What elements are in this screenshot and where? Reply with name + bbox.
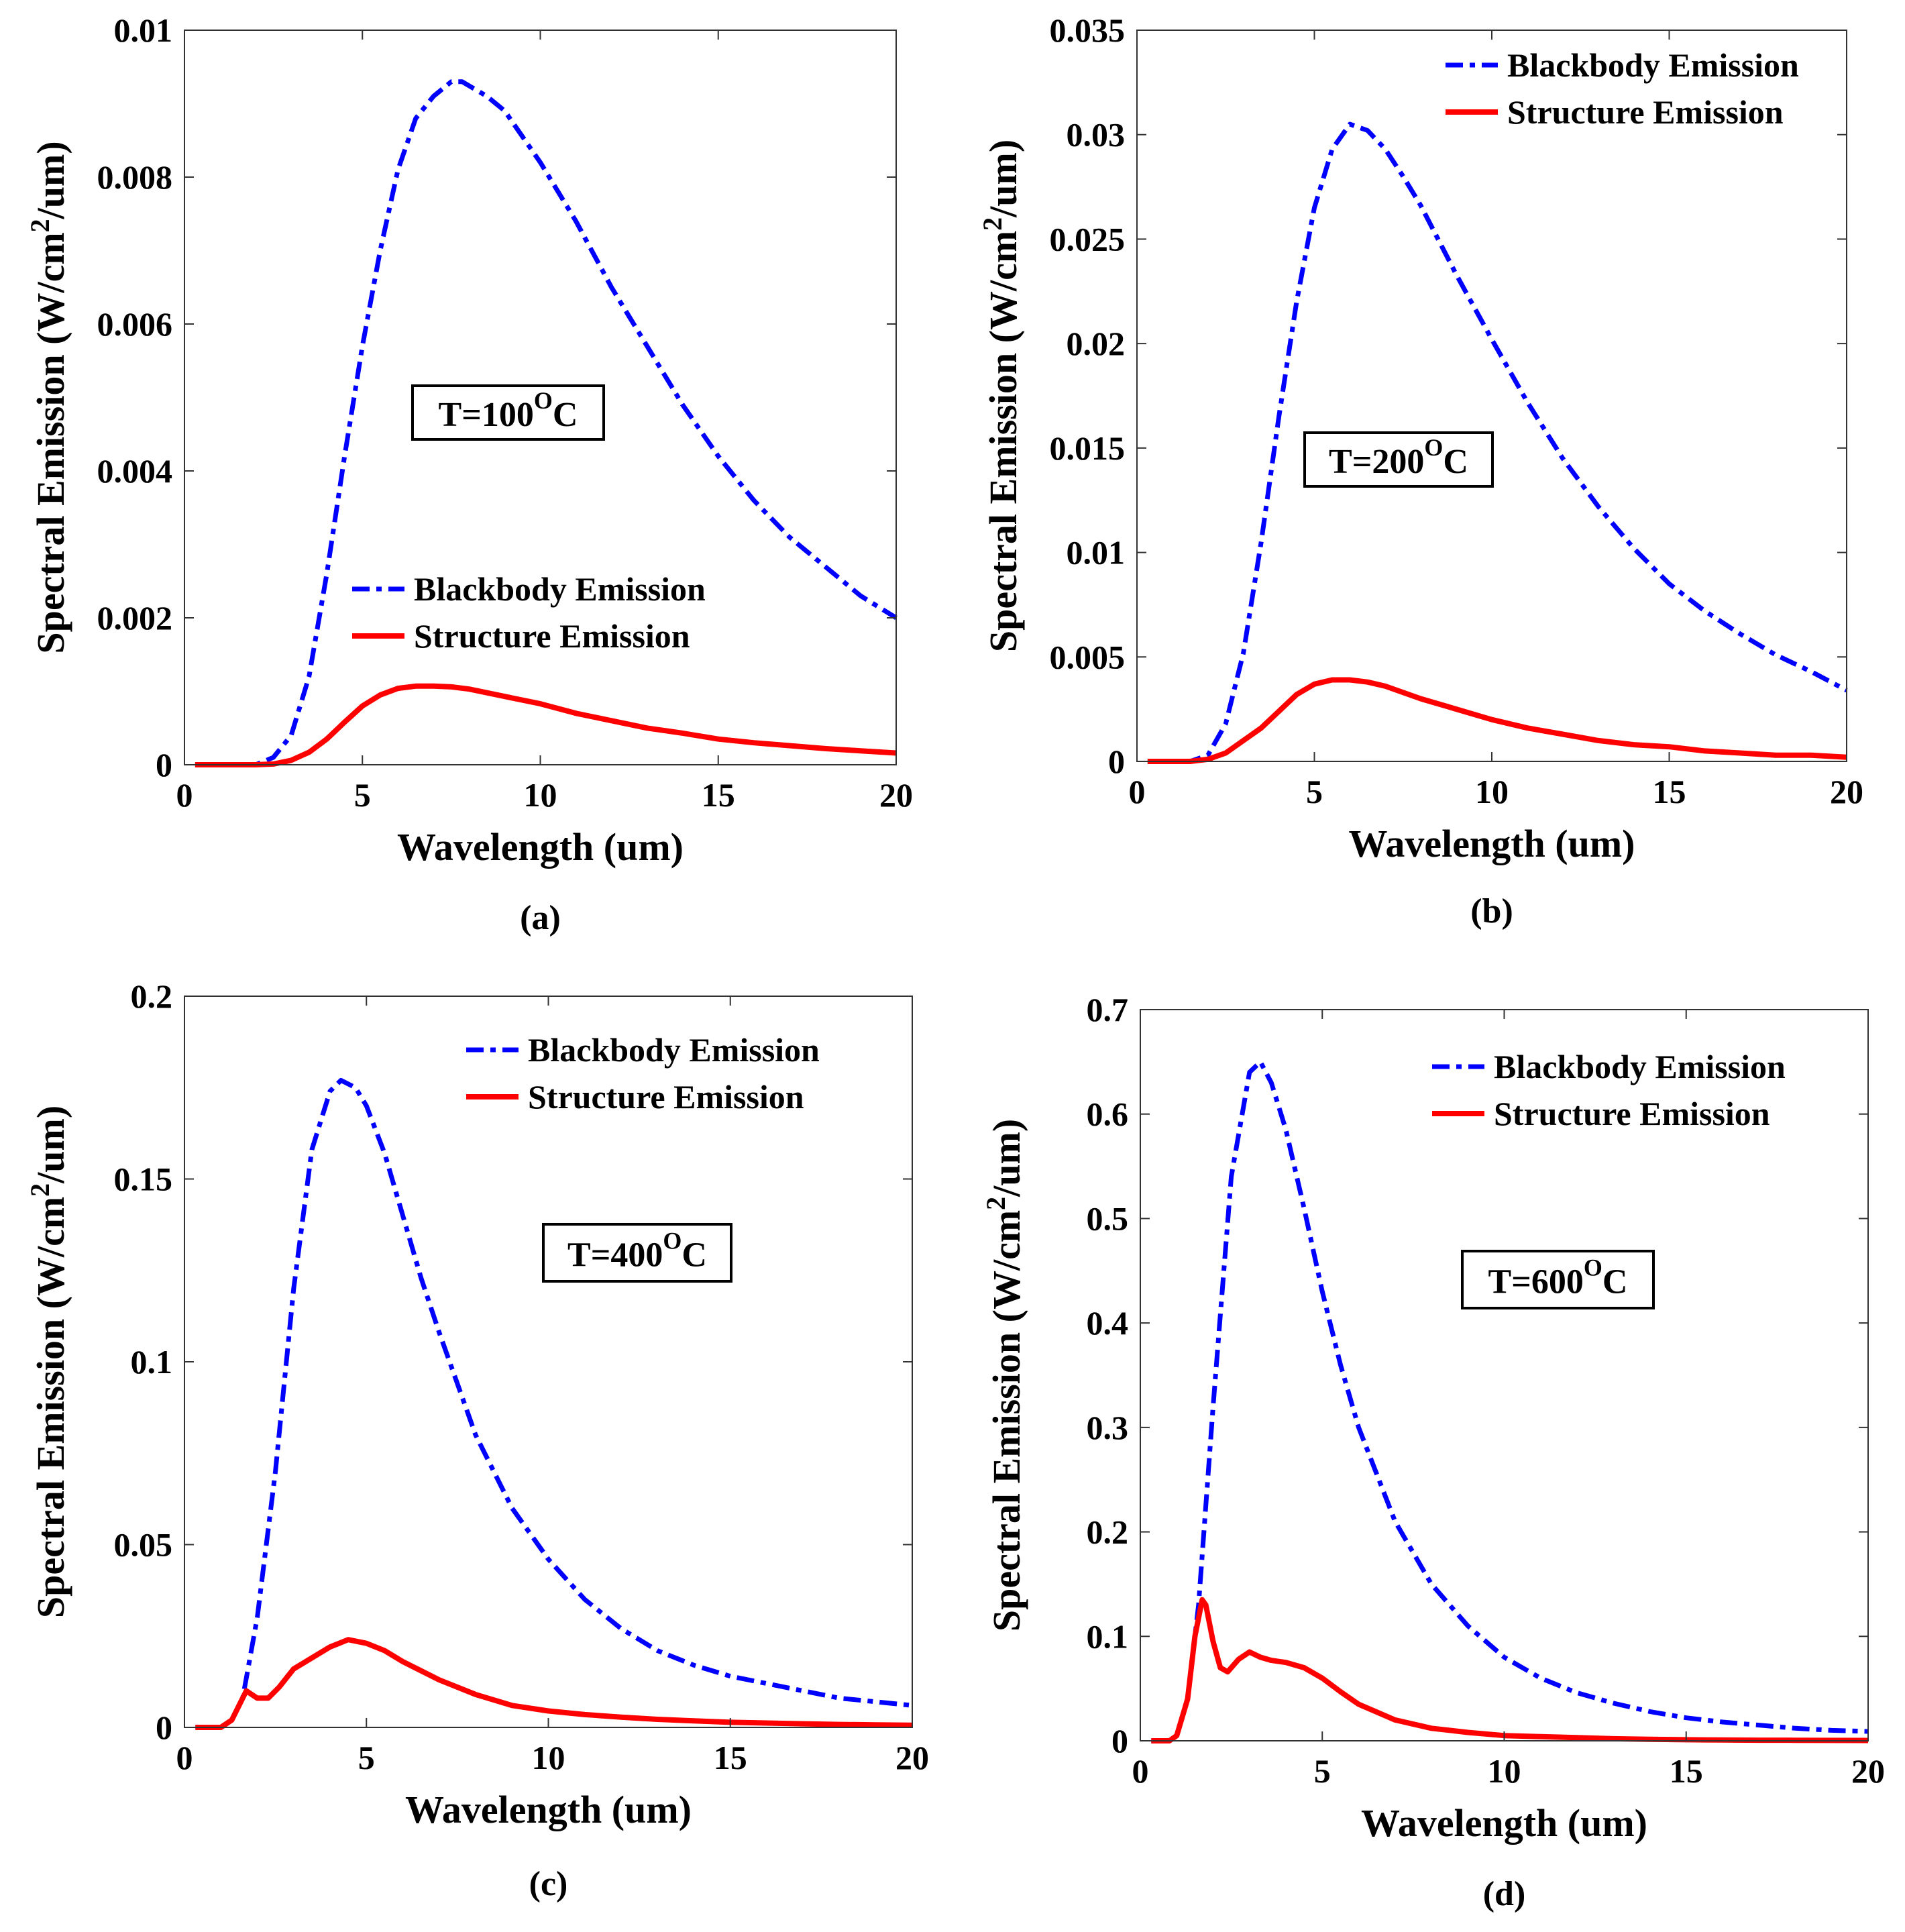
y-tick-label: 0 — [1111, 1722, 1128, 1760]
chart-panel-3: 0 5 10 15 20 0 0.05 0.1 0.15 0.2 Wavelength (um) Sp… — [25, 977, 929, 1903]
panel-label: (d) — [1483, 1875, 1526, 1913]
x-tick-label: 15 — [714, 1739, 747, 1776]
y-tick-label: 0.2 — [1087, 1513, 1129, 1551]
y-tick-label: 0.025 — [1050, 220, 1126, 258]
structure-emission-line — [195, 1637, 913, 1730]
x-tick-label: 5 — [1306, 773, 1323, 810]
blackbody-emission-line — [1147, 121, 1848, 764]
legend-structure-label: Structure Emission — [1494, 1095, 1770, 1132]
y-axis-label: Spectral Emission (W/cm2/um) — [25, 1106, 72, 1618]
temperature-label: T=200OC — [1329, 434, 1468, 481]
x-tick-label: 20 — [1830, 773, 1863, 810]
legend-blackbody-label: Blackbody Emission — [414, 570, 706, 608]
temperature-box — [1461, 1250, 1655, 1309]
legend-blackbody-label: Blackbody Emission — [1507, 46, 1799, 84]
temperature-label: T=600OC — [1488, 1254, 1628, 1301]
x-axis-label: Wavelength (um) — [405, 1788, 692, 1831]
y-axis-label: Spectral Emission (W/cm2/um) — [977, 140, 1025, 652]
y-tick-label: 0.4 — [1087, 1304, 1129, 1342]
legend-structure-label: Structure Emission — [414, 617, 690, 655]
panel-label: (a) — [520, 899, 561, 937]
legend-structure-label: Structure Emission — [1507, 93, 1784, 131]
x-tick-label: 5 — [1314, 1752, 1331, 1790]
temperature-box — [411, 384, 605, 441]
structure-emission-line — [1151, 1597, 1869, 1743]
y-tick-label: 0.02 — [1067, 325, 1126, 362]
chart-panel-2: 0 5 10 15 20 0 0.005 0.01 0.015 0.02 0.025 0.03 0.03… — [977, 11, 1863, 930]
y-tick-label: 0.1 — [1087, 1617, 1129, 1655]
x-tick-label: 20 — [895, 1739, 929, 1776]
y-tick-label: 0.005 — [1050, 638, 1126, 676]
x-tick-label: 5 — [358, 1739, 375, 1776]
y-axis-label: Spectral Emission (W/cm2/um) — [981, 1119, 1028, 1631]
x-tick-label: 0 — [1129, 773, 1146, 810]
y-tick-label: 0.6 — [1087, 1095, 1129, 1133]
temperature-box — [542, 1223, 732, 1283]
legend-blackbody-label: Blackbody Emission — [528, 1031, 820, 1069]
structure-emission-line — [195, 683, 897, 767]
y-tick-label: 0.5 — [1087, 1199, 1129, 1237]
y-tick-label: 0 — [156, 1709, 172, 1746]
y-tick-label: 0 — [1108, 743, 1125, 780]
chart-panel-1: 0 5 10 15 20 0 0.002 0.004 0.006 0.008 0.01 Wavelen… — [25, 11, 913, 937]
legend-blackbody-label: Blackbody Emission — [1494, 1048, 1786, 1085]
temperature-box — [1303, 431, 1494, 488]
x-tick-label: 10 — [1488, 1752, 1521, 1790]
x-tick-label: 0 — [176, 1739, 193, 1776]
y-tick-label: 0.01 — [1067, 534, 1126, 572]
x-tick-label: 0 — [176, 776, 193, 814]
x-axis-label: Wavelength (um) — [1349, 822, 1635, 865]
y-tick-label: 0.008 — [97, 158, 173, 196]
y-tick-label: 0.1 — [131, 1343, 173, 1381]
temperature-label: T=100OC — [439, 387, 578, 434]
x-tick-label: 0 — [1132, 1752, 1149, 1790]
y-tick-label: 0.01 — [114, 11, 173, 49]
blackbody-emission-line — [1151, 1059, 1869, 1743]
x-tick-label: 10 — [524, 776, 557, 814]
x-tick-label: 15 — [1670, 1752, 1703, 1790]
legend-structure-label: Structure Emission — [528, 1078, 804, 1116]
structure-emission-line — [1147, 677, 1847, 764]
x-tick-label: 5 — [354, 776, 371, 814]
y-tick-label: 0.15 — [114, 1161, 173, 1198]
y-tick-label: 0.004 — [97, 452, 173, 490]
y-tick-label: 0.002 — [97, 599, 173, 637]
y-tick-label: 0.2 — [131, 977, 173, 1015]
x-tick-label: 10 — [532, 1739, 565, 1776]
y-tick-label: 0.7 — [1087, 991, 1129, 1028]
y-tick-label: 0 — [156, 746, 172, 784]
x-tick-label: 15 — [702, 776, 735, 814]
y-tick-label: 0.015 — [1050, 429, 1126, 467]
chart-panel-4: 0 5 10 15 20 0 0.1 0.2 0.3 0.4 0.5 0.6 0.7 Wavelength… — [981, 991, 1885, 1913]
x-tick-label: 20 — [1851, 1752, 1885, 1790]
y-tick-label: 0.03 — [1067, 116, 1126, 154]
panel-label: (c) — [529, 1865, 568, 1903]
x-axis-label: Wavelength (um) — [397, 825, 684, 869]
x-tick-label: 20 — [879, 776, 913, 814]
x-tick-label: 10 — [1475, 773, 1509, 810]
y-axis-label: Spectral Emission (W/cm2/um) — [25, 141, 72, 653]
x-tick-label: 15 — [1653, 773, 1686, 810]
y-tick-label: 0.006 — [97, 305, 173, 343]
panel-label: (b) — [1470, 892, 1513, 930]
y-tick-label: 0.035 — [1050, 11, 1126, 49]
x-axis-label: Wavelength (um) — [1361, 1801, 1647, 1845]
y-tick-label: 0.3 — [1087, 1409, 1129, 1446]
blackbody-emission-line — [195, 1077, 913, 1730]
y-tick-label: 0.05 — [114, 1526, 173, 1564]
temperature-label: T=400OC — [567, 1228, 707, 1275]
